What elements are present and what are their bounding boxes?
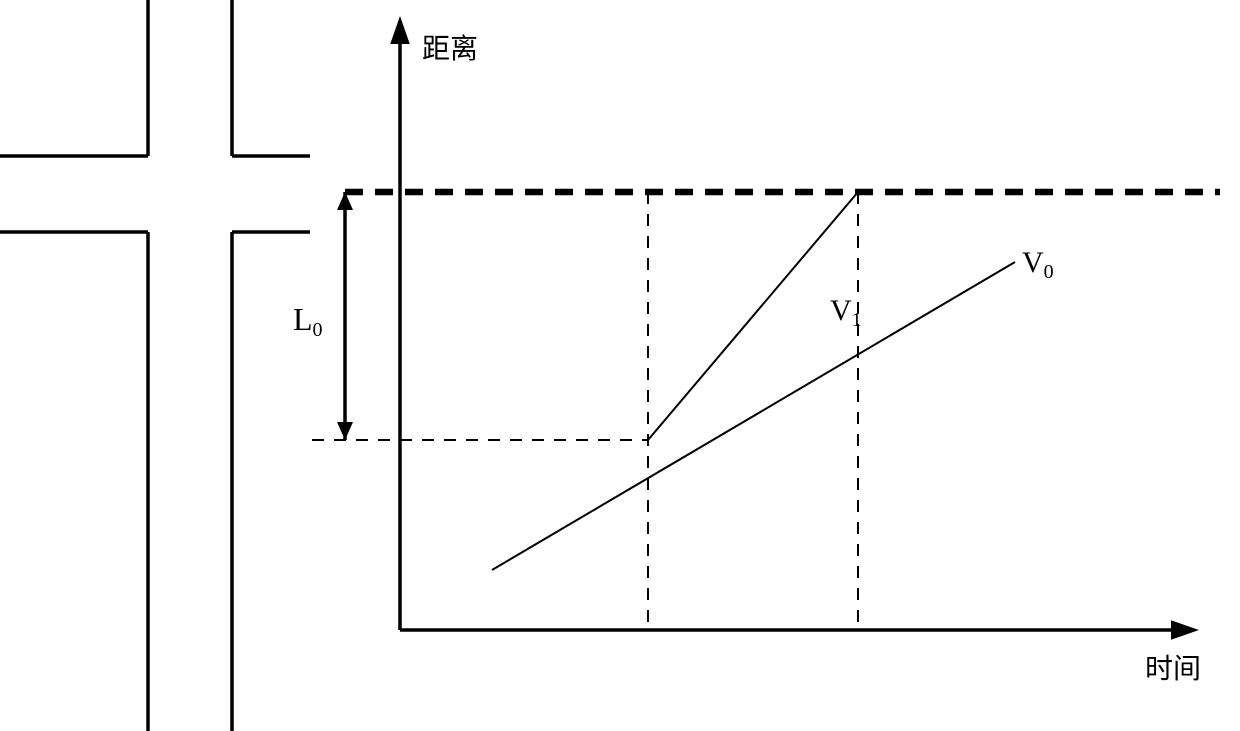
dim-l0-arrow-bottom [337, 422, 353, 440]
v1-line [648, 192, 858, 440]
dim-l0-label: L0 [293, 301, 323, 341]
v0-line [492, 262, 1015, 570]
x-axis-label: 时间 [1145, 653, 1201, 684]
v0-label: V0 [1022, 246, 1054, 283]
y-axis-label: 距离 [422, 33, 478, 64]
y-axis-arrow [390, 16, 410, 44]
diagram-canvas: 距离时间 V0 V1 L0 [0, 0, 1240, 731]
v1-label: V1 [830, 294, 862, 331]
x-axis-arrow [1171, 620, 1199, 640]
